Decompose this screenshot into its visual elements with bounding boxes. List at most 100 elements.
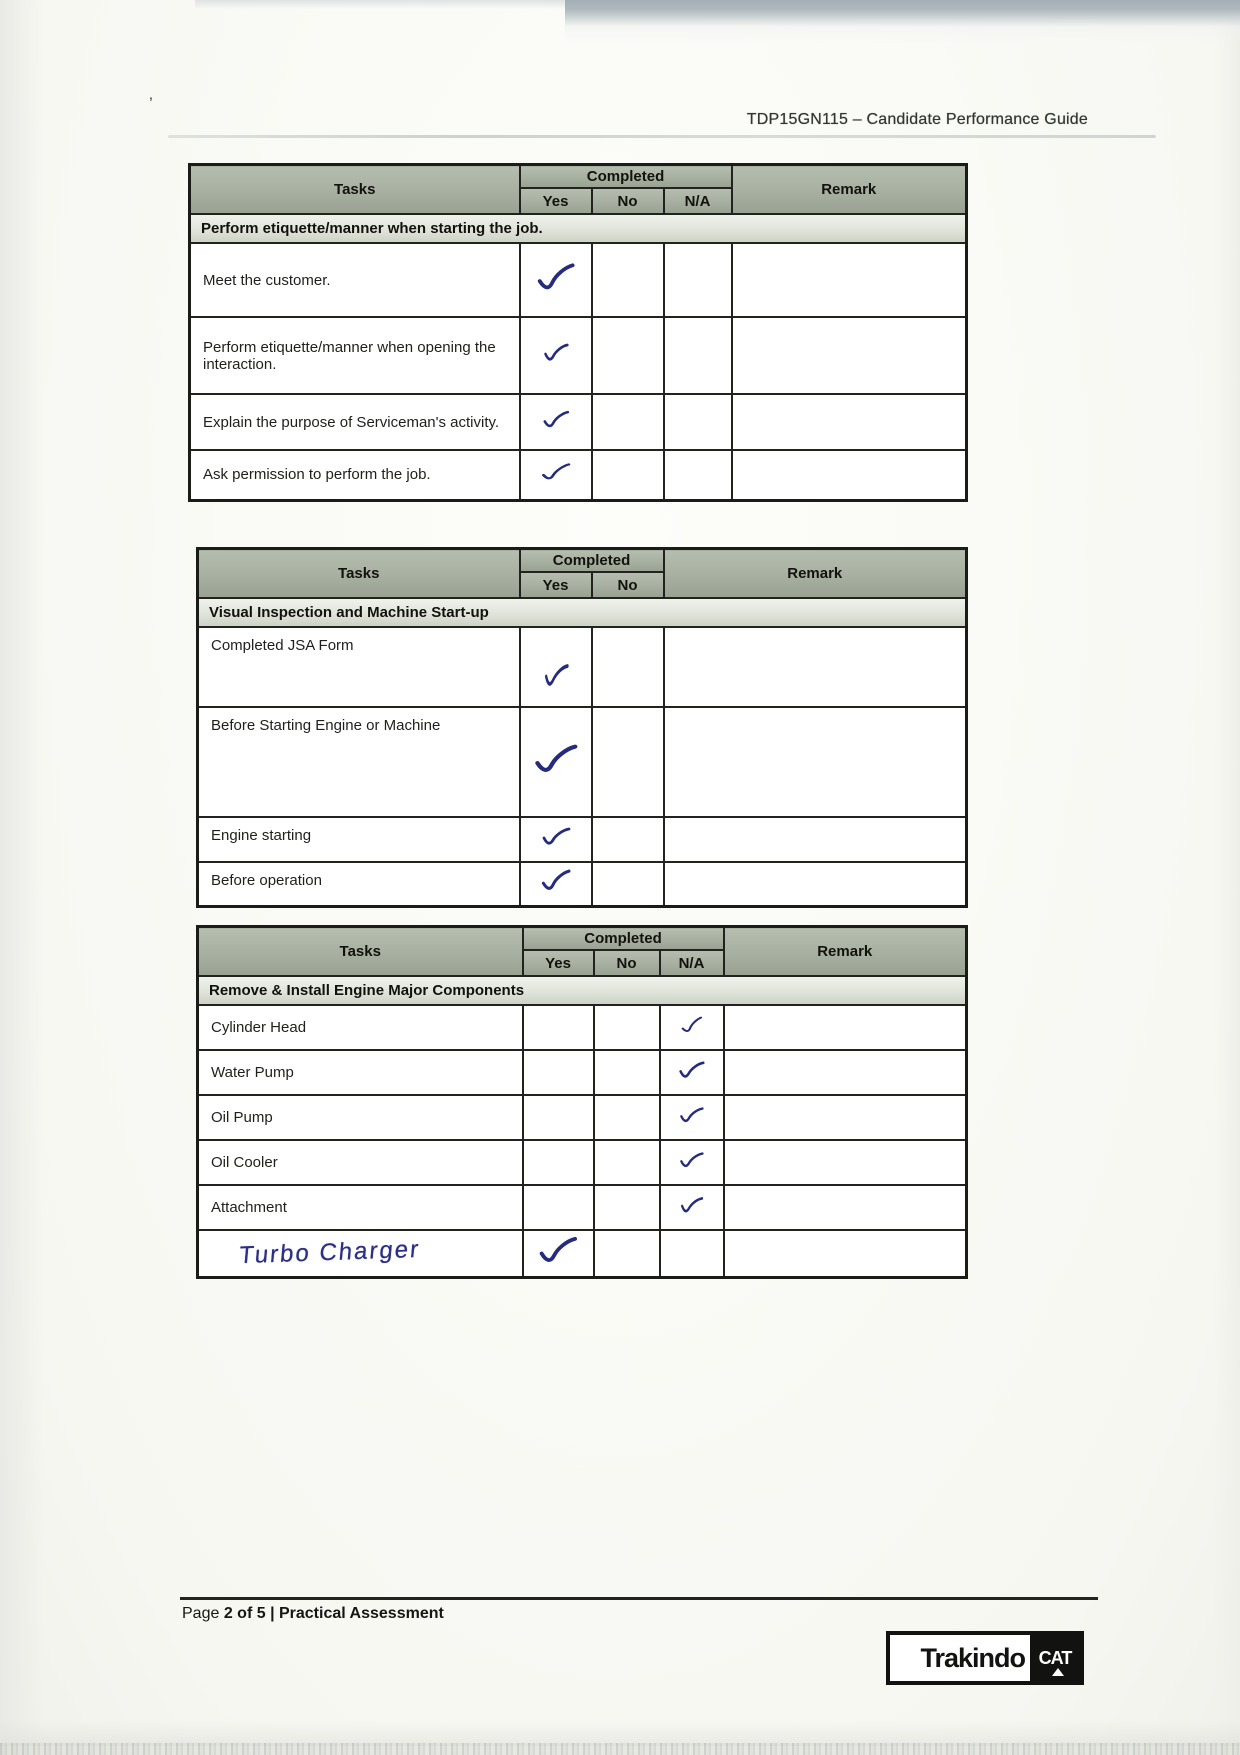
scan-edge-artifact-right: [1214, 0, 1240, 1755]
footer-divider: [180, 1597, 1098, 1600]
remark-column-header: Remark: [730, 163, 968, 215]
yes-cell: [521, 1139, 595, 1186]
na-cell: [658, 1004, 725, 1051]
check-icon: [543, 661, 569, 691]
check-icon: [541, 410, 571, 430]
check-icon: [542, 342, 570, 364]
yes-cell: [521, 1229, 595, 1278]
task-cell: Turbo Charger: [196, 1229, 524, 1278]
na-cell: [662, 242, 733, 318]
task-cell: Engine starting: [196, 816, 521, 863]
check-icon: [534, 262, 578, 293]
yes-column-header: Yes: [518, 571, 593, 599]
check-icon: [540, 826, 572, 848]
na-cell: [658, 1184, 725, 1231]
section-header-row: Perform etiquette/manner when starting t…: [188, 213, 968, 244]
engine-major-components-table: Tasks Completed Remark Yes No N/A Remove & Ins…: [196, 925, 968, 1279]
task-label: Water Pump: [211, 1064, 294, 1081]
task-row: Cylinder Head: [196, 1004, 968, 1051]
no-column-header: No: [592, 949, 661, 977]
remark-cell: [722, 1004, 968, 1051]
yes-cell: [518, 449, 593, 501]
no-cell: [590, 816, 665, 863]
na-cell: [658, 1049, 725, 1096]
task-row: Before Starting Engine or Machine: [196, 706, 968, 818]
remark-column-header: Remark: [722, 925, 968, 977]
task-row: Engine starting: [196, 816, 968, 863]
task-cell: Oil Cooler: [196, 1139, 524, 1186]
no-cell: [590, 393, 665, 451]
remark-cell: [722, 1229, 968, 1278]
na-cell: [658, 1094, 725, 1141]
document-title: TDP15GN115 – Candidate Performance Guide: [746, 111, 1088, 128]
na-cell: [662, 449, 733, 501]
task-cell: Oil Pump: [196, 1094, 524, 1141]
etiquette-starting-job-table: Tasks Completed Remark Yes No N/A Perform etiq…: [188, 163, 968, 502]
remark-cell: [722, 1049, 968, 1096]
task-row: Oil Pump: [196, 1094, 968, 1141]
yes-cell: [518, 706, 593, 818]
yes-cell: [518, 861, 593, 907]
visual-inspection-startup-table: Tasks Completed Remark Yes No Visual Inspecti…: [196, 547, 968, 908]
check-icon: [539, 869, 573, 893]
no-cell: [592, 1229, 661, 1278]
remark-column-header: Remark: [662, 547, 968, 599]
task-cell: Attachment: [196, 1184, 524, 1231]
trakindo-wordmark: Trakindo: [920, 1642, 1026, 1673]
remark-cell: [730, 242, 968, 318]
task-row: Meet the customer.: [188, 242, 968, 318]
yes-cell: [518, 626, 593, 708]
remark-cell: [730, 393, 968, 451]
task-cell: Perform etiquette/manner when opening th…: [188, 316, 521, 395]
check-icon: [678, 1151, 705, 1170]
task-cell: Meet the customer.: [188, 242, 521, 318]
task-label: Ask permission to perform the job.: [203, 466, 431, 484]
task-label: Oil Pump: [211, 1109, 273, 1126]
remark-cell: [730, 316, 968, 395]
task-row: Perform etiquette/manner when opening th…: [188, 316, 968, 395]
na-cell: [658, 1229, 725, 1278]
task-row: Water Pump: [196, 1049, 968, 1096]
check-icon: [679, 1195, 704, 1216]
task-cell: Explain the purpose of Serviceman's acti…: [188, 393, 521, 451]
check-icon: [679, 1016, 705, 1033]
task-cell: Water Pump: [196, 1049, 524, 1096]
remark-cell: [662, 626, 968, 708]
na-cell: [658, 1139, 725, 1186]
tasks-column-header: Tasks: [196, 547, 521, 599]
scan-edge-artifact-left: [0, 0, 44, 1755]
yes-cell: [521, 1094, 595, 1141]
task-label: Turbo Charger: [237, 1236, 422, 1270]
no-cell: [590, 626, 665, 708]
scan-shadow-bottom: [0, 1720, 1240, 1746]
task-label: Oil Cooler: [211, 1154, 278, 1171]
no-cell: [590, 706, 665, 818]
page-footer: Page 2 of 5 | Practical Assessment: [182, 1605, 444, 1623]
task-cell: Cylinder Head: [196, 1004, 524, 1051]
task-label: Meet the customer.: [203, 271, 331, 289]
check-icon: [536, 1236, 580, 1266]
no-cell: [592, 1094, 661, 1141]
na-column-header: N/A: [658, 949, 725, 977]
section-title: Perform etiquette/manner when starting t…: [188, 213, 968, 244]
task-row: Oil Cooler: [196, 1139, 968, 1186]
no-cell: [592, 1184, 661, 1231]
check-icon: [539, 463, 573, 481]
task-row: Turbo Charger: [196, 1229, 968, 1278]
task-row: Explain the purpose of Serviceman's acti…: [188, 393, 968, 451]
no-cell: [592, 1139, 661, 1186]
yes-cell: [521, 1049, 595, 1096]
section-title: Remove & Install Engine Major Components: [196, 975, 968, 1006]
task-cell: Completed JSA Form: [196, 626, 521, 708]
task-label: Completed JSA Form: [211, 637, 354, 654]
yes-column-header: Yes: [518, 187, 593, 215]
trakindo-cat-logo: Trakindo CAT: [886, 1631, 1084, 1685]
yes-column-header: Yes: [521, 949, 595, 977]
header-divider: [168, 135, 1156, 138]
task-row: Before operation: [196, 861, 968, 907]
task-cell: Before operation: [196, 861, 521, 907]
yes-cell: [518, 393, 593, 451]
task-label: Before Starting Engine or Machine: [211, 717, 441, 734]
no-column-header: No: [590, 571, 665, 599]
check-icon: [531, 744, 581, 776]
